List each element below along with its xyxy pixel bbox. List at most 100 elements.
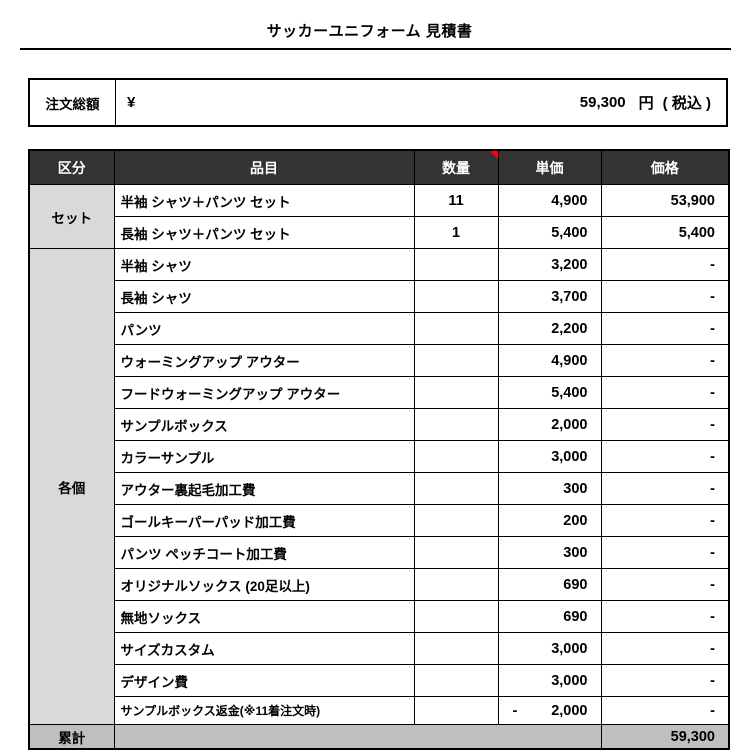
unit-price-cell: 3,000 bbox=[497, 440, 602, 473]
unit-price-cell: 3,000 bbox=[497, 664, 602, 697]
total-label-cell: 累計 bbox=[28, 724, 115, 750]
table-row: オリジナルソックス (20足以上) 690- bbox=[29, 568, 730, 601]
table-row: サンプルボックス返金(※11着注文時) -2,000- bbox=[29, 696, 730, 725]
column-header: 価格 bbox=[600, 149, 730, 185]
price-cell: 5,400 bbox=[600, 216, 730, 249]
item-name-cell: アウター裏起毛加工費 bbox=[113, 472, 415, 505]
quantity-cell bbox=[413, 600, 499, 633]
quantity-cell bbox=[413, 696, 499, 725]
item-name-cell: 長袖 シャツ＋パンツ セット bbox=[113, 216, 415, 249]
unit-price-cell: 2,200 bbox=[497, 312, 602, 345]
item-name-cell: デザイン費 bbox=[113, 664, 415, 697]
price-cell: 53,900 bbox=[600, 184, 730, 217]
order-total-table: 注文総額 ¥ 59,300 円 ( 税込 ) bbox=[28, 78, 728, 127]
order-total-unit: 円 bbox=[638, 95, 654, 112]
unit-price-cell: 3,200 bbox=[497, 248, 602, 281]
price-cell: - bbox=[600, 376, 730, 409]
total-empty-cell bbox=[113, 724, 602, 750]
item-name-cell: パンツ bbox=[113, 312, 415, 345]
price-cell: - bbox=[600, 664, 730, 697]
currency-symbol: ¥ bbox=[127, 94, 136, 111]
table-row: 長袖 シャツ＋パンツ セット 1 5,400 5,400 bbox=[29, 216, 730, 249]
price-cell: - bbox=[600, 632, 730, 665]
total-price-cell: 59,300 bbox=[600, 724, 730, 750]
price-cell: - bbox=[600, 280, 730, 313]
item-name-cell: サンプルボックス返金(※11着注文時) bbox=[113, 696, 415, 725]
category-cell: 各個 bbox=[28, 248, 115, 725]
price-cell: - bbox=[600, 504, 730, 537]
unit-price-cell: 5,400 bbox=[497, 376, 602, 409]
price-cell: - bbox=[600, 440, 730, 473]
item-name-cell: パンツ ペッチコート加工費 bbox=[113, 536, 415, 569]
item-name-cell: カラーサンプル bbox=[113, 440, 415, 473]
quantity-cell: 1 bbox=[413, 216, 499, 249]
item-name-cell: サイズカスタム bbox=[113, 632, 415, 665]
item-name-cell: 半袖 シャツ bbox=[113, 248, 415, 281]
table-row: フードウォーミングアップ アウター 5,400- bbox=[29, 376, 730, 409]
unit-price-cell: 300 bbox=[497, 472, 602, 505]
item-name-cell: ゴールキーパーパッド加工費 bbox=[113, 504, 415, 537]
unit-price-cell: 4,900 bbox=[497, 344, 602, 377]
item-name-cell: 長袖 シャツ bbox=[113, 280, 415, 313]
title-divider bbox=[20, 48, 731, 50]
unit-price-cell: 3,000 bbox=[497, 632, 602, 665]
table-row: 各個 半袖 シャツ 3,200- bbox=[28, 248, 730, 725]
quantity-cell bbox=[413, 568, 499, 601]
table-row: 無地ソックス 690- bbox=[29, 600, 730, 633]
quantity-cell bbox=[413, 440, 499, 473]
column-header: 区分 bbox=[28, 149, 115, 185]
column-header: 品目 bbox=[113, 149, 415, 185]
table-row: サイズカスタム 3,000- bbox=[29, 632, 730, 665]
quantity-cell bbox=[413, 664, 499, 697]
unit-price-cell: 200 bbox=[497, 504, 602, 537]
price-cell: - bbox=[600, 312, 730, 345]
price-cell: - bbox=[600, 600, 730, 633]
quantity-cell bbox=[413, 376, 499, 409]
price-cell: - bbox=[600, 248, 730, 281]
quantity-cell: 11 bbox=[413, 184, 499, 217]
quantity-cell bbox=[413, 408, 499, 441]
column-header: 単価 bbox=[497, 149, 602, 185]
quantity-cell bbox=[413, 632, 499, 665]
price-cell: - bbox=[600, 472, 730, 505]
price-cell: - bbox=[600, 408, 730, 441]
minus-sign: - bbox=[512, 702, 518, 719]
table-row: ウォーミングアップ アウター 4,900- bbox=[29, 344, 730, 377]
price-cell: - bbox=[600, 568, 730, 601]
unit-price-cell: 5,400 bbox=[497, 216, 602, 249]
table-header-row: 区分 品目 数量 単価 価格 bbox=[28, 149, 730, 185]
table-row: パンツ ペッチコート加工費 300- bbox=[29, 536, 730, 569]
page-title: サッカーユニフォーム 見積書 bbox=[266, 23, 473, 40]
order-total-value-cell: ¥ 59,300 円 ( 税込 ) bbox=[116, 80, 726, 125]
price-cell: - bbox=[600, 696, 730, 725]
table-row: サンプルボックス 2,000- bbox=[29, 408, 730, 441]
item-name-cell: オリジナルソックス (20足以上) bbox=[113, 568, 415, 601]
quantity-cell bbox=[413, 312, 499, 345]
table-body: セット 半袖 シャツ＋パンツ セット 11 4,900 53,900 長袖 シャツ＋パンツ… bbox=[28, 184, 730, 750]
unit-price-cell: 2,000 bbox=[497, 408, 602, 441]
item-name-cell: サンプルボックス bbox=[113, 408, 415, 441]
quantity-cell bbox=[413, 248, 499, 281]
item-name-cell: 無地ソックス bbox=[113, 600, 415, 633]
column-header: 数量 bbox=[413, 149, 499, 185]
unit-price-cell: 690 bbox=[497, 600, 602, 633]
quantity-cell bbox=[413, 504, 499, 537]
comment-indicator-icon bbox=[489, 151, 497, 159]
item-name-cell: ウォーミングアップ アウター bbox=[113, 344, 415, 377]
quantity-cell bbox=[413, 344, 499, 377]
unit-price-cell: -2,000 bbox=[497, 696, 602, 725]
table-row: パンツ 2,200- bbox=[29, 312, 730, 345]
category-cell: セット bbox=[28, 184, 115, 249]
unit-price-cell: 3,700 bbox=[497, 280, 602, 313]
quote-items-table: 区分 品目 数量 単価 価格 セット 半袖 シャツ＋パンツ セット 11 4,900 53,90… bbox=[28, 149, 730, 750]
unit-price-cell: 300 bbox=[497, 536, 602, 569]
quantity-cell bbox=[413, 280, 499, 313]
unit-price-cell: 4,900 bbox=[497, 184, 602, 217]
unit-price-cell: 690 bbox=[497, 568, 602, 601]
price-cell: - bbox=[600, 536, 730, 569]
price-cell: - bbox=[600, 344, 730, 377]
table-row: アウター裏起毛加工費 300- bbox=[29, 472, 730, 505]
quantity-cell bbox=[413, 472, 499, 505]
table-row: デザイン費 3,000- bbox=[29, 664, 730, 697]
tax-included-note: ( 税込 ) bbox=[662, 95, 711, 112]
